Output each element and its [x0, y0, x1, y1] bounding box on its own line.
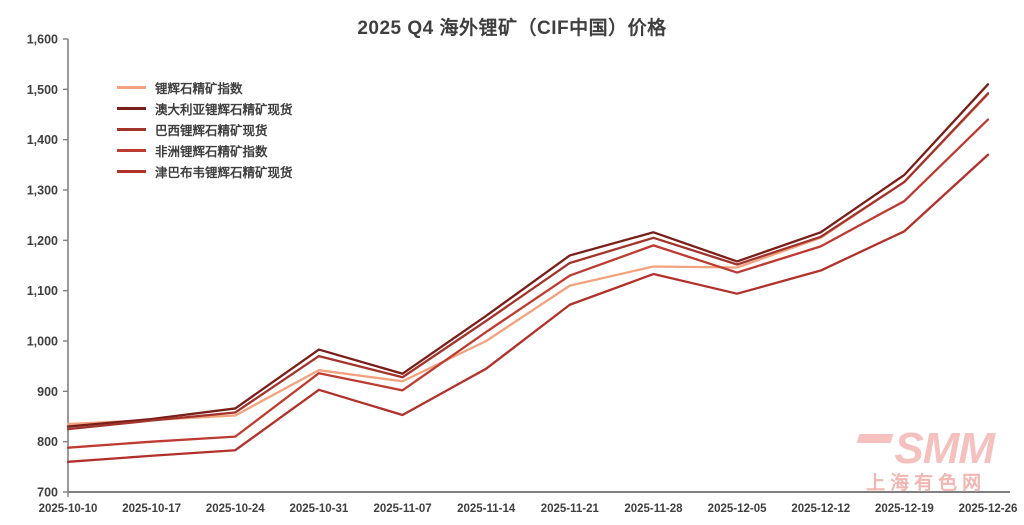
- x-axis-label: 2025-12-26: [959, 503, 1018, 515]
- legend-item-3: 非洲锂辉石精矿指数: [117, 140, 293, 161]
- legend-swatch-2: [117, 128, 146, 131]
- legend-swatch-1: [117, 107, 146, 110]
- legend: 锂辉石精矿指数澳大利亚锂辉石精矿现货 巴西锂辉石精矿现货 非洲锂辉石精矿指数津巴布韦…: [117, 77, 293, 182]
- legend-item-2: 巴西锂辉石精矿现货: [117, 119, 293, 140]
- y-axis-label: 1,500: [27, 83, 58, 97]
- series-line-1: [66, 83, 990, 428]
- y-axis-label: 1,200: [27, 234, 58, 248]
- series-line-4: [66, 153, 990, 463]
- legend-item-4: 津巴布韦锂辉石精矿现货: [117, 161, 293, 182]
- x-axis-label: 2025-12-19: [875, 503, 934, 515]
- x-axis-label: 2025-10-24: [206, 503, 265, 515]
- x-axis-label: 2025-11-28: [624, 503, 683, 515]
- series-line-2: [66, 92, 990, 431]
- y-axis-label: 1,000: [27, 335, 58, 349]
- legend-swatch-4: [117, 170, 146, 173]
- y-axis-label: 900: [37, 385, 58, 399]
- legend-label-3: 非洲锂辉石精矿指数: [155, 145, 268, 159]
- y-axis-label: 800: [37, 435, 58, 449]
- legend-label-1: 澳大利亚锂辉石精矿现货: [155, 103, 293, 117]
- x-axis-label: 2025-10-17: [122, 503, 181, 515]
- series-line-3: [66, 118, 990, 449]
- x-axis-label: 2025-11-14: [457, 503, 516, 515]
- x-axis-label: 2025-12-05: [708, 503, 767, 515]
- x-axis-label: 2025-11-21: [541, 503, 600, 515]
- x-axis-label: 2025-10-10: [39, 503, 98, 515]
- legend-swatch-3: [117, 149, 146, 152]
- y-axis-label: 1,600: [27, 33, 58, 47]
- x-axis-label: 2025-11-07: [373, 503, 431, 515]
- legend-item-1: 澳大利亚锂辉石精矿现货: [117, 98, 293, 119]
- y-axis-label: 1,300: [27, 184, 58, 198]
- x-axis-label: 2025-10-31: [289, 503, 348, 515]
- chart-title: 2025 Q4 海外锂矿（CIF中国）价格: [357, 18, 667, 39]
- legend-item-0: 锂辉石精矿指数: [117, 77, 293, 98]
- legend-swatch-0: [117, 86, 146, 89]
- legend-label-2: 巴西锂辉石精矿现货: [155, 124, 268, 138]
- x-axis-label: 2025-12-12: [791, 503, 850, 515]
- y-axis-label: 1,100: [27, 284, 58, 298]
- legend-label-0: 锂辉石精矿指数: [155, 82, 243, 96]
- legend-label-4: 津巴布韦锂辉石精矿现货: [155, 166, 293, 180]
- y-axis-label: 1,400: [27, 133, 58, 147]
- y-axis-label: 700: [37, 486, 58, 500]
